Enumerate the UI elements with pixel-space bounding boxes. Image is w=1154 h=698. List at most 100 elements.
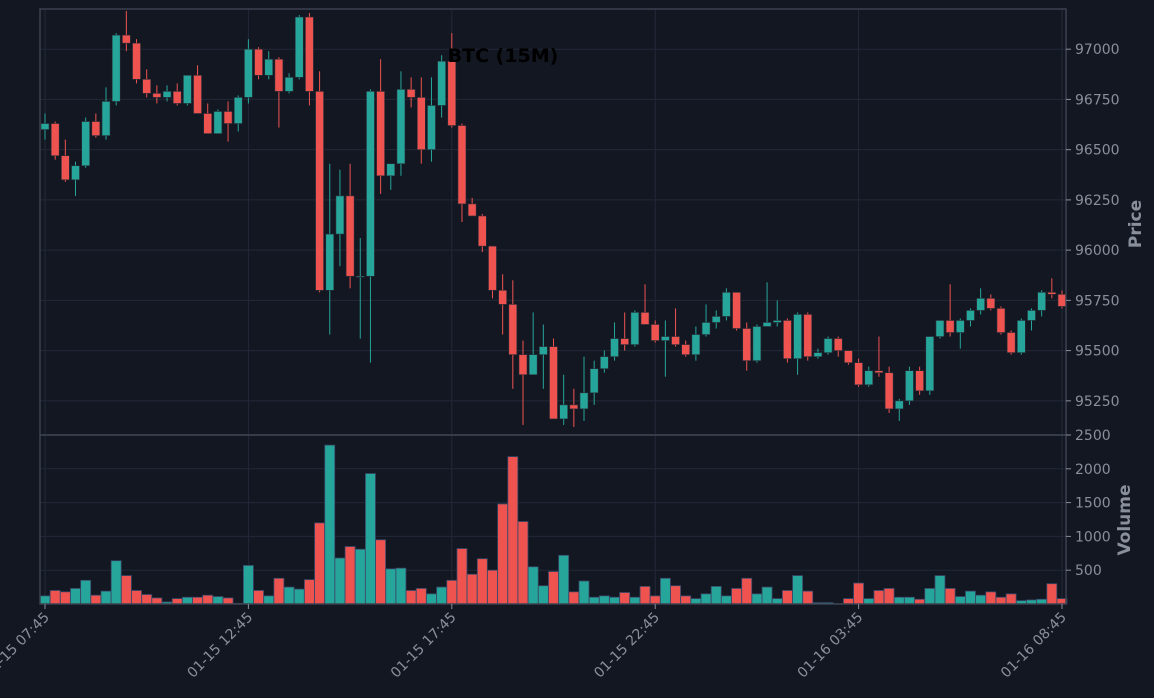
- volume-bar: [792, 575, 803, 605]
- candle-body: [284, 77, 294, 92]
- candle-body: [152, 93, 162, 98]
- volume-bar: [314, 522, 325, 605]
- volume-bar: [242, 565, 254, 605]
- candle-body: [539, 346, 548, 355]
- volume-bar: [202, 594, 214, 605]
- volume-bar: [253, 590, 264, 605]
- candle-body: [996, 308, 1006, 333]
- price-axis-title: Price: [1126, 200, 1146, 248]
- volume-bar: [263, 595, 275, 605]
- volume-bar: [181, 596, 193, 605]
- candle-body: [661, 336, 670, 341]
- time-tick-label: 01-16 03:45: [795, 610, 867, 682]
- candle-body: [528, 354, 538, 376]
- candle-body: [467, 203, 477, 217]
- candle-body: [1027, 310, 1036, 321]
- volume-bar: [761, 586, 773, 605]
- candle-body: [335, 195, 345, 235]
- time-tick-label: 01-15 12:45: [184, 610, 256, 682]
- candle-body: [233, 97, 243, 124]
- candle-body: [508, 304, 518, 355]
- volume-bar: [385, 568, 397, 605]
- candle-body: [396, 89, 406, 165]
- candle-body: [1017, 320, 1026, 353]
- candle-body: [40, 123, 50, 130]
- volume-bar: [405, 590, 417, 605]
- candle-body: [864, 370, 874, 386]
- candle-body: [783, 320, 792, 359]
- volume-bar: [273, 577, 285, 605]
- candle-body: [955, 320, 965, 333]
- candle-body: [600, 356, 609, 369]
- candle-body: [305, 16, 314, 92]
- candle-body: [772, 320, 782, 323]
- volume-bar: [39, 595, 51, 605]
- price-tick-label: 96000: [1075, 243, 1120, 259]
- volume-bar: [59, 591, 71, 605]
- volume-tick-label: 500: [1075, 563, 1102, 579]
- volume-bar: [700, 593, 712, 605]
- candle-body: [50, 123, 60, 156]
- price-tick-label: 95250: [1075, 394, 1120, 410]
- volume-bar: [324, 444, 336, 605]
- candle-body: [640, 312, 650, 325]
- volume-bar: [1005, 593, 1017, 605]
- volume-bar: [507, 456, 519, 605]
- candle-body: [549, 346, 558, 420]
- volume-bar: [639, 586, 651, 605]
- candle-body: [437, 60, 446, 106]
- candle-body: [111, 34, 121, 102]
- candle-body: [986, 298, 996, 309]
- candle-body: [183, 75, 192, 104]
- volume-bar: [659, 577, 671, 605]
- volume-bar: [487, 569, 498, 605]
- volume-bar: [1046, 583, 1058, 605]
- volume-bar: [171, 598, 183, 605]
- volume-bar: [548, 571, 559, 605]
- price-tick-label: 96250: [1075, 193, 1120, 209]
- volume-bar: [527, 566, 539, 605]
- candle-body: [478, 215, 487, 247]
- price-tick-label: 96750: [1075, 92, 1120, 108]
- volume-bar: [782, 590, 793, 605]
- volume-tick-label: 2500: [1075, 428, 1111, 444]
- candle-body: [213, 111, 223, 134]
- volume-bar: [771, 598, 783, 605]
- volume-bar: [710, 586, 722, 605]
- time-tick-label: 01-15 17:45: [388, 610, 460, 682]
- candle-body: [813, 352, 823, 357]
- candle-body: [274, 58, 284, 92]
- volume-bar: [863, 598, 875, 605]
- candle-body: [91, 121, 101, 136]
- volume-bar: [904, 596, 915, 605]
- candle-body: [1047, 292, 1057, 295]
- candle-body: [366, 91, 375, 277]
- volume-bar: [446, 579, 458, 605]
- volume-axis-title: Volume: [1115, 484, 1135, 555]
- volume-bar: [120, 575, 132, 605]
- candle-body: [752, 326, 762, 361]
- volume-bar: [924, 588, 936, 605]
- candle-body: [71, 165, 80, 181]
- candle-body: [844, 350, 853, 363]
- volume-bar: [49, 590, 61, 605]
- candle-body: [294, 16, 304, 78]
- volume-bar: [141, 594, 153, 605]
- volume-bar: [222, 597, 234, 605]
- panel-frames: [39, 8, 1067, 605]
- candle-body: [935, 320, 945, 337]
- volume-bar: [354, 548, 366, 605]
- candle-body: [630, 312, 640, 345]
- candle-body: [874, 370, 884, 374]
- candle-body: [905, 370, 914, 402]
- price-tick-label: 96500: [1075, 143, 1120, 159]
- candle-body: [722, 292, 731, 317]
- candle-body: [427, 105, 436, 150]
- volume-bar: [466, 573, 478, 605]
- candle-body: [681, 344, 691, 355]
- candle-body: [325, 233, 335, 291]
- volume-bar: [426, 593, 437, 605]
- volume-bar: [995, 596, 1007, 605]
- candle-body: [915, 370, 924, 392]
- candle-body: [101, 101, 111, 136]
